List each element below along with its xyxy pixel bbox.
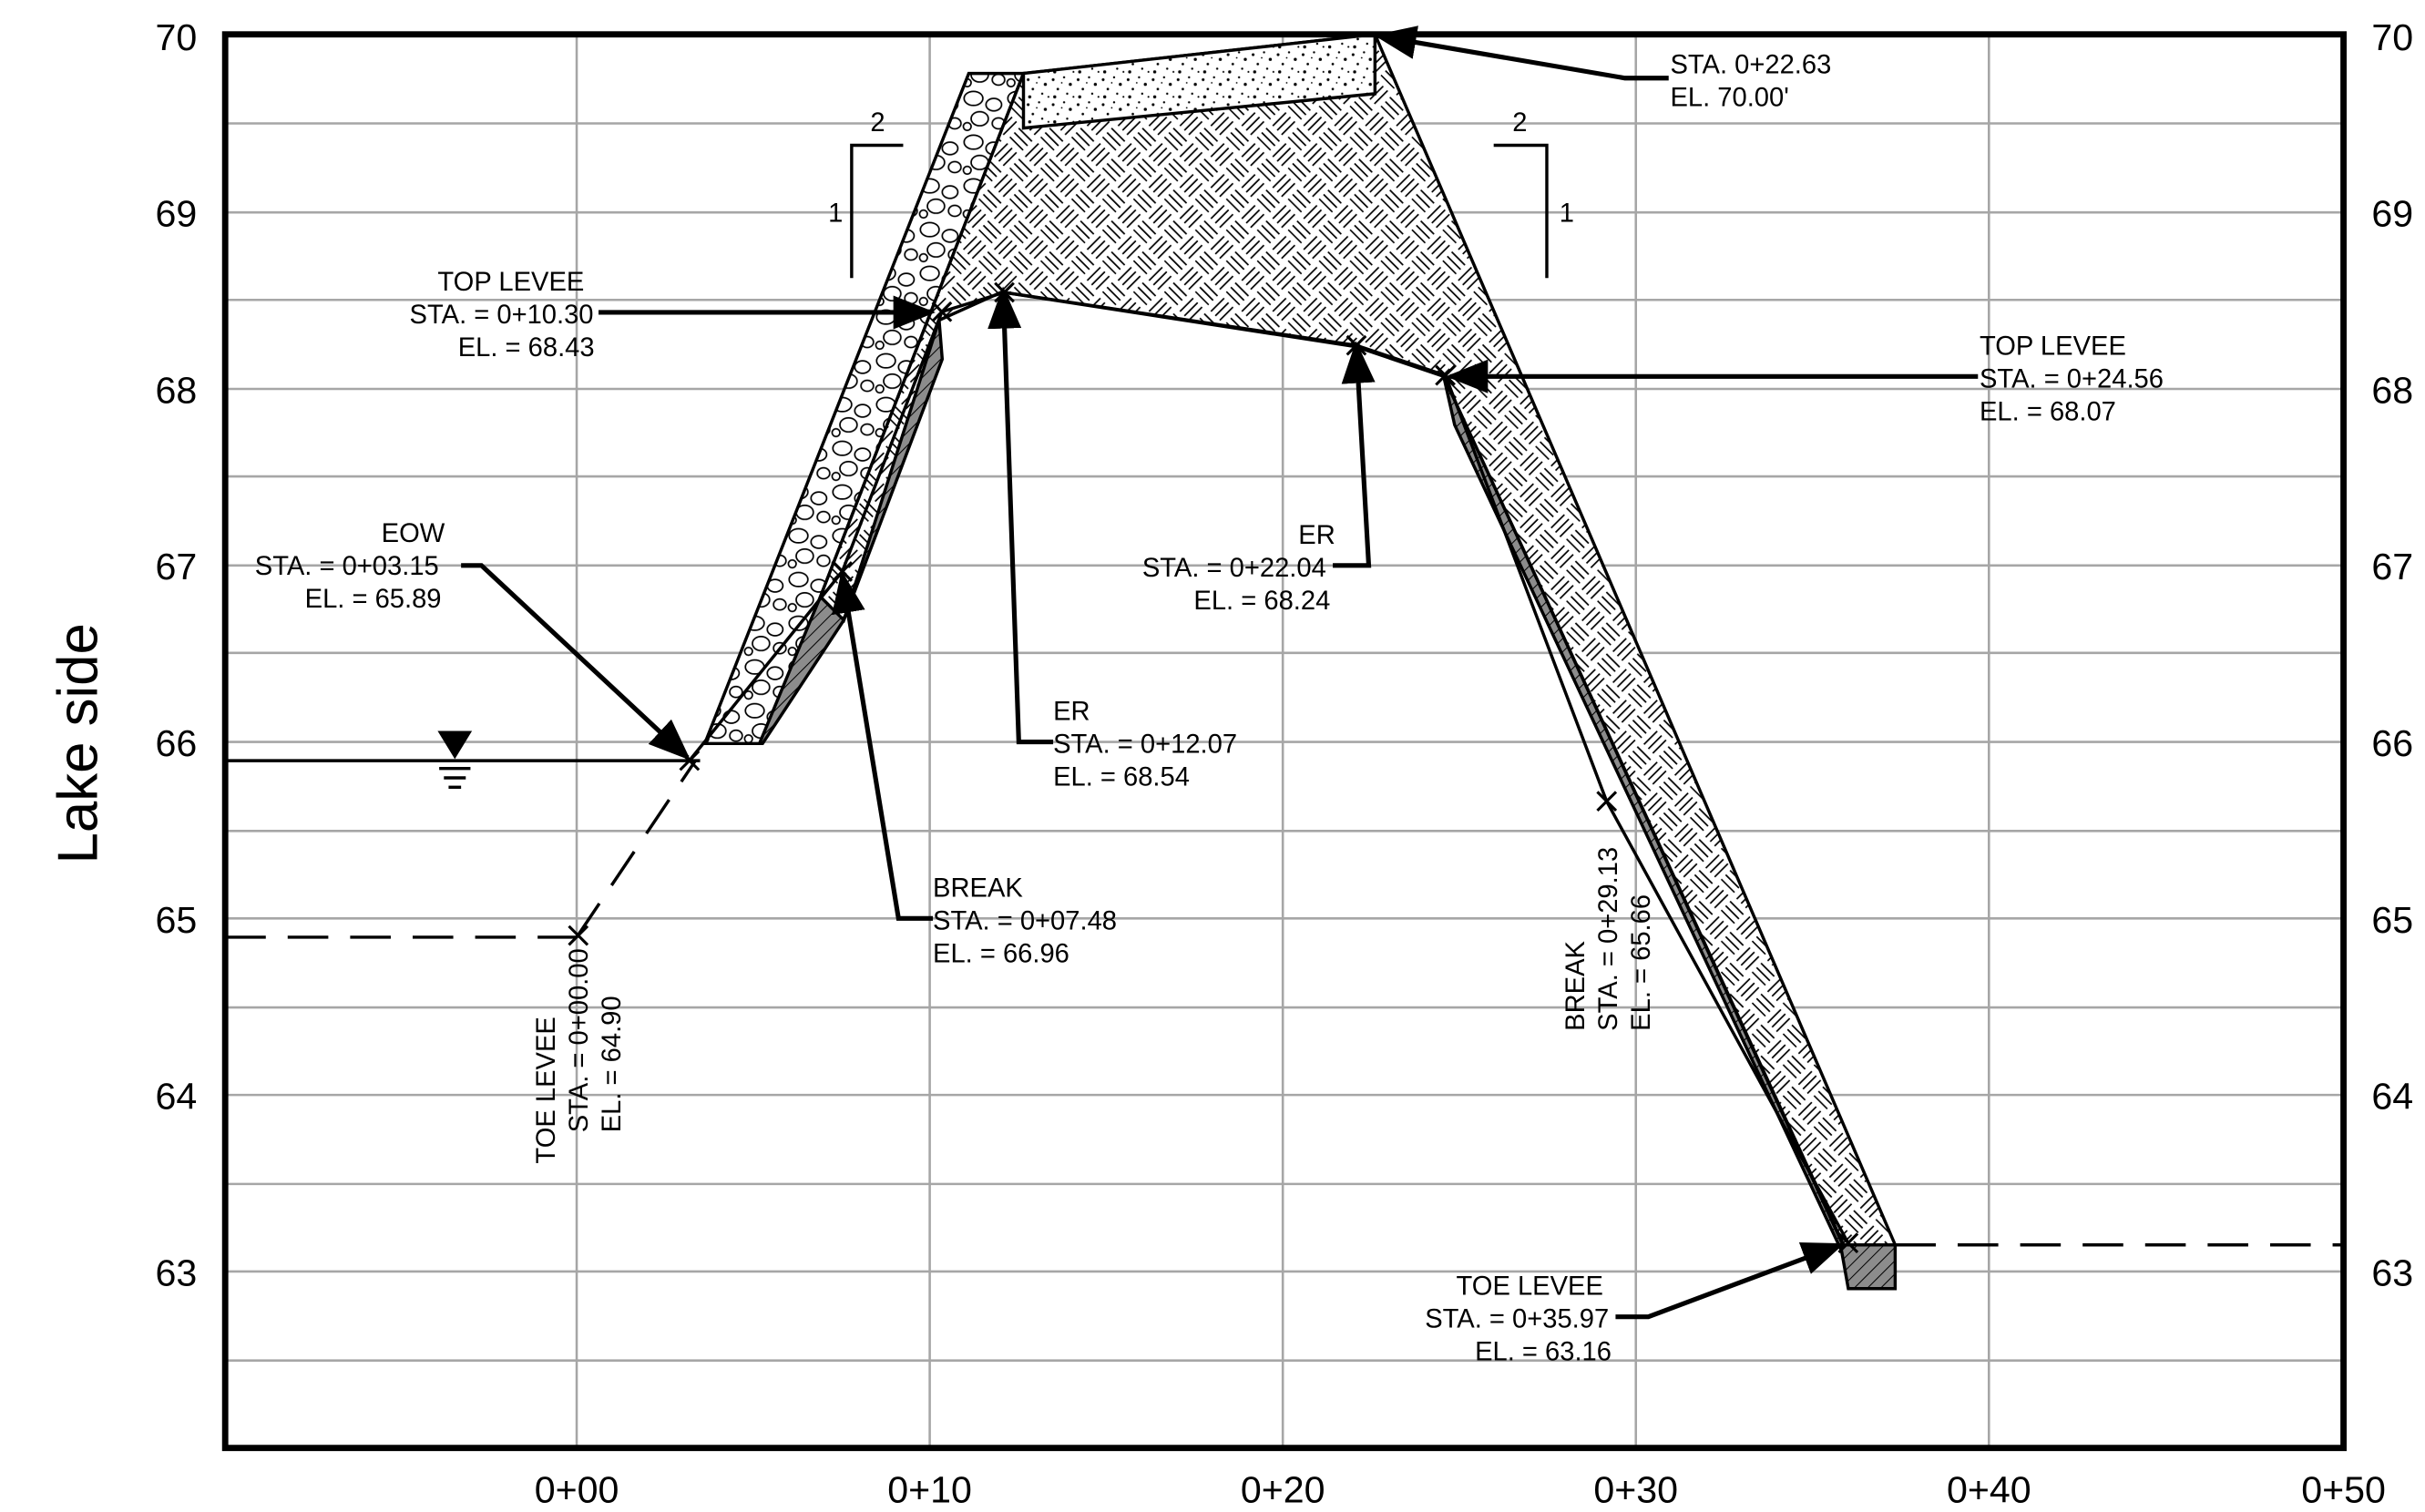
annotation-elevation: EL. 70.00' [1670,84,1788,113]
annotation-station: STA. = 0+03.15 [255,552,439,581]
annotation-elevation: EL. = 65.89 [305,585,442,614]
station-marker [931,301,953,322]
annotation-title: TOP LEVEE [437,268,584,297]
y-tick-label: 68 [2371,369,2413,411]
y-tick-label: 65 [156,899,198,941]
y-tick-label: 68 [156,369,198,411]
slope-rise-label: 1 [828,199,843,229]
annotation-station: STA. = 0+24.56 [1980,364,2164,393]
station-marker-stroke [568,925,589,946]
gravel-cap [1021,32,1377,130]
annotation-er-right: ER STA. = 0+22.04 EL. = 68.24 [1142,521,1335,616]
annotation-title: BREAK [933,873,1023,903]
annotation-elevation: EL. = 68.54 [1053,763,1190,792]
y-tick-label: 65 [2371,899,2413,941]
y-tick-label: 67 [156,546,198,587]
annotation-station: STA. = 0+00.00 [565,948,594,1132]
y-tick-label: 64 [156,1076,198,1118]
y-tick-label: 67 [2371,546,2413,587]
annotation-title: TOP LEVEE [1980,332,2126,361]
annotation-elevation: EL. = 68.07 [1980,397,2116,426]
y-tick-label: 63 [156,1251,198,1293]
y-tick-label: 66 [2371,722,2413,764]
annotation-elevation: EL. = 63.16 [1475,1338,1612,1367]
levee-body [701,32,1898,1291]
annotation-station: STA. = 0+07.48 [933,906,1117,935]
annotation-eow: EOW STA. = 0+03.15 EL. = 65.89 [255,519,445,614]
annotation-title: ER [1298,521,1335,550]
station-marker-stroke [1596,791,1618,812]
annotation-station: STA. = 0+29.13 [1594,847,1623,1031]
y-tick-label: 70 [156,16,198,58]
y-axis-right: 63 64 65 66 67 68 69 70 [2371,16,2413,1293]
annotation-station: STA. 0+22.63 [1670,51,1831,80]
annotation-top-levee-left: TOP LEVEE STA. = 0+10.30 EL. = 68.43 [410,268,595,363]
annotation-elevation: EL. = 64.90 [598,996,627,1132]
x-tick-label: 0+50 [2301,1469,2386,1511]
annotation-station: STA. = 0+22.04 [1142,554,1326,583]
station-marker [568,925,589,946]
riprap-layer [702,71,1027,745]
annotation-break-left: BREAK STA. = 0+07.48 EL. = 66.96 [933,873,1117,968]
annotation-top-levee-right: TOP LEVEE STA. = 0+24.56 EL. = 68.07 [1980,332,2164,426]
annotation-elevation: EL. = 65.66 [1627,894,1656,1031]
annotation-title: TOE LEVEE [1457,1272,1603,1302]
slope-run-label: 2 [870,108,885,138]
water-level-icon [437,730,473,760]
x-tick-label: 0+30 [1593,1469,1678,1511]
annotation-title: BREAK [1561,940,1591,1030]
water-surface [225,730,701,790]
y-tick-label: 64 [2371,1076,2413,1118]
dark-liner-toe [1838,1243,1898,1291]
station-marker [1596,791,1618,812]
side-label: Lake side [47,623,110,863]
annotation-title: TOE LEVEE [532,1017,561,1163]
y-tick-label: 66 [156,722,198,764]
annotation-crest: STA. 0+22.63 EL. 70.00' [1670,51,1831,113]
annotation-title: EOW [382,519,445,548]
annotation-elevation: EL. = 68.24 [1193,587,1330,616]
y-tick-label: 69 [156,193,198,235]
leader-lines [461,26,1979,1320]
y-tick-label: 70 [2371,16,2413,58]
x-tick-label: 0+10 [887,1469,972,1511]
levee-fill [818,32,1898,1247]
toe-to-eow-line [575,760,697,938]
annotation-station: STA. = 0+12.07 [1053,730,1237,760]
y-axis-left: 63 64 65 66 67 68 69 70 [156,16,198,1293]
slope-indicator-left: 2 1 [828,108,904,279]
slope-rise-label: 1 [1560,199,1574,229]
annotation-title: ER [1053,698,1090,727]
annotation-station: STA. = 0+35.97 [1425,1305,1609,1334]
annotation-break-right: BREAK STA. = 0+29.13 EL. = 65.66 [1561,847,1656,1031]
slope-indicator-right: 2 1 [1493,108,1574,279]
annotation-toe-levee-left: TOE LEVEE STA. = 0+00.00 EL. = 64.90 [532,948,627,1163]
station-marker-stroke [931,301,953,322]
x-axis: 0+00 0+10 0+20 0+30 0+40 0+50 [535,1469,2386,1511]
x-tick-label: 0+00 [535,1469,619,1511]
slope-run-label: 2 [1512,108,1527,138]
annotation-elevation: EL. = 68.43 [458,333,595,363]
y-tick-label: 63 [2371,1251,2413,1293]
plot-frame [221,31,2347,1452]
annotation-er-left: ER STA. = 0+12.07 EL. = 68.54 [1053,698,1237,792]
y-tick-label: 69 [2371,193,2413,235]
x-tick-label: 0+20 [1241,1469,1325,1511]
x-tick-label: 0+40 [1947,1469,2031,1511]
existing-ground-profile [688,291,1850,1244]
annotation-station: STA. = 0+10.30 [410,301,594,330]
annotation-elevation: EL. = 66.96 [933,939,1069,968]
annotation-toe-levee-right: TOE LEVEE STA. = 0+35.97 EL. = 63.16 [1425,1272,1612,1367]
station-marker-stroke [679,750,701,771]
